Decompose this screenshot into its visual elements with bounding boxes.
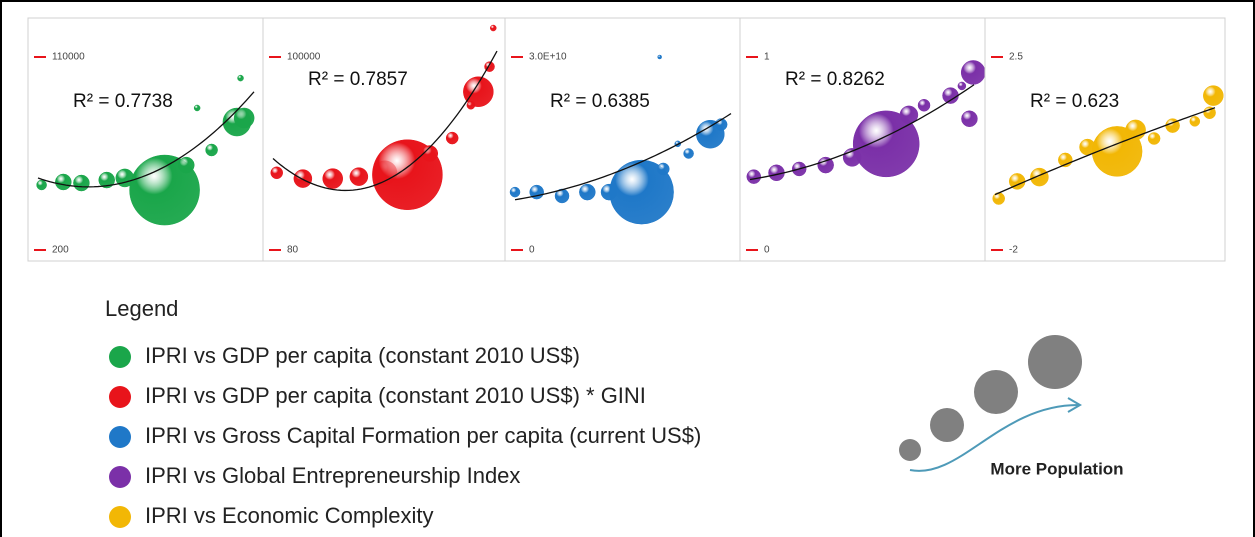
size-arrow bbox=[909, 404, 1079, 472]
bubble bbox=[960, 60, 985, 85]
panel: 110000 200 R² = 0.7738 bbox=[34, 52, 255, 256]
y-tick-label: -2 bbox=[1009, 245, 1018, 256]
bubble bbox=[270, 166, 283, 180]
bubble bbox=[1203, 106, 1216, 120]
trend-line bbox=[37, 91, 255, 188]
bubble bbox=[193, 104, 201, 112]
r-squared: R² = 0.6385 bbox=[550, 91, 650, 112]
y-tick-label: 80 bbox=[287, 245, 299, 256]
bubble bbox=[55, 173, 72, 191]
y-tick-label: 3.0E+10 bbox=[529, 52, 567, 63]
size-icon bbox=[899, 439, 921, 461]
bubble bbox=[509, 186, 521, 198]
y-tick-label: 2.5 bbox=[1009, 52, 1023, 63]
panel: 3.0E+10 0 R² = 0.6385 bbox=[504, 18, 732, 261]
legend-swatch bbox=[109, 466, 131, 488]
size-legend-label: More Population bbox=[990, 459, 1123, 478]
bubble bbox=[746, 169, 762, 184]
bubble bbox=[205, 143, 218, 157]
legend-swatch bbox=[109, 506, 131, 528]
y-tick-label: 100000 bbox=[287, 52, 321, 63]
bubbles bbox=[509, 54, 732, 225]
legend-label: IPRI vs Economic Complexity bbox=[145, 503, 434, 528]
bubble bbox=[554, 188, 570, 204]
legend-swatch bbox=[109, 346, 131, 368]
bubble bbox=[129, 154, 200, 226]
bubble bbox=[421, 145, 439, 162]
bubble bbox=[237, 74, 244, 82]
bubble bbox=[466, 101, 476, 110]
bubble bbox=[233, 107, 255, 129]
bubble bbox=[961, 110, 978, 128]
bubble bbox=[1189, 116, 1201, 127]
panel: 2.5 -2 R² = 0.623 bbox=[984, 18, 1224, 261]
panel: 1 0 R² = 0.8262 bbox=[739, 18, 985, 261]
bubbles bbox=[746, 60, 985, 184]
trend-line bbox=[749, 84, 975, 181]
size-icon bbox=[1028, 335, 1082, 389]
legend-label: IPRI vs Global Entrepreneurship Index bbox=[145, 463, 520, 488]
bubble bbox=[657, 54, 662, 60]
bubble bbox=[683, 148, 694, 159]
legend-label: IPRI vs GDP per capita (constant 2010 US… bbox=[145, 343, 580, 368]
bubble bbox=[1203, 85, 1224, 106]
bubble bbox=[490, 24, 497, 32]
bubble bbox=[817, 156, 834, 174]
bubble bbox=[657, 162, 670, 176]
bubble bbox=[942, 87, 959, 104]
bubble bbox=[98, 171, 115, 189]
size-icon bbox=[974, 370, 1018, 414]
y-tick-label: 110000 bbox=[52, 52, 85, 63]
y-tick-label: 200 bbox=[52, 245, 69, 256]
bubble bbox=[178, 156, 195, 174]
legend-label: IPRI vs GDP per capita (constant 2010 US… bbox=[145, 383, 646, 408]
legend-title: Legend bbox=[105, 296, 178, 321]
bubble bbox=[609, 159, 674, 225]
legend-swatch bbox=[109, 386, 131, 408]
y-tick-label: 1 bbox=[764, 52, 770, 63]
bubble bbox=[322, 168, 343, 189]
bubble bbox=[579, 183, 596, 201]
r-squared: R² = 0.7857 bbox=[308, 69, 408, 90]
bubble bbox=[36, 179, 47, 191]
bubble bbox=[1030, 167, 1049, 187]
trend-line bbox=[514, 113, 732, 201]
size-arrow-head bbox=[1067, 397, 1082, 413]
bubble bbox=[73, 174, 90, 192]
size-legend: More Population bbox=[899, 335, 1124, 478]
r-squared: R² = 0.8262 bbox=[785, 69, 885, 90]
bubble bbox=[992, 192, 1005, 205]
y-tick-label: 0 bbox=[529, 245, 535, 256]
y-tick-label: 0 bbox=[764, 245, 770, 256]
bubble bbox=[1147, 132, 1161, 145]
bubble bbox=[445, 131, 459, 145]
bubbles bbox=[36, 74, 255, 226]
bubble bbox=[349, 167, 369, 186]
panel-strip bbox=[27, 17, 1226, 262]
bubbles bbox=[992, 85, 1224, 205]
bubble bbox=[293, 169, 313, 188]
legend-swatch bbox=[109, 426, 131, 448]
trend-line bbox=[272, 50, 498, 192]
bubble bbox=[957, 81, 967, 91]
bubble bbox=[917, 99, 931, 112]
bubbles bbox=[270, 24, 498, 210]
trend-line bbox=[994, 107, 1216, 196]
panel: 100000 80 R² = 0.7857 bbox=[262, 18, 498, 261]
size-icon bbox=[930, 408, 964, 442]
legend-label: IPRI vs Gross Capital Formation per capi… bbox=[145, 423, 701, 448]
bubble bbox=[463, 76, 494, 107]
r-squared: R² = 0.7738 bbox=[73, 91, 173, 112]
r-squared: R² = 0.623 bbox=[1030, 91, 1119, 112]
